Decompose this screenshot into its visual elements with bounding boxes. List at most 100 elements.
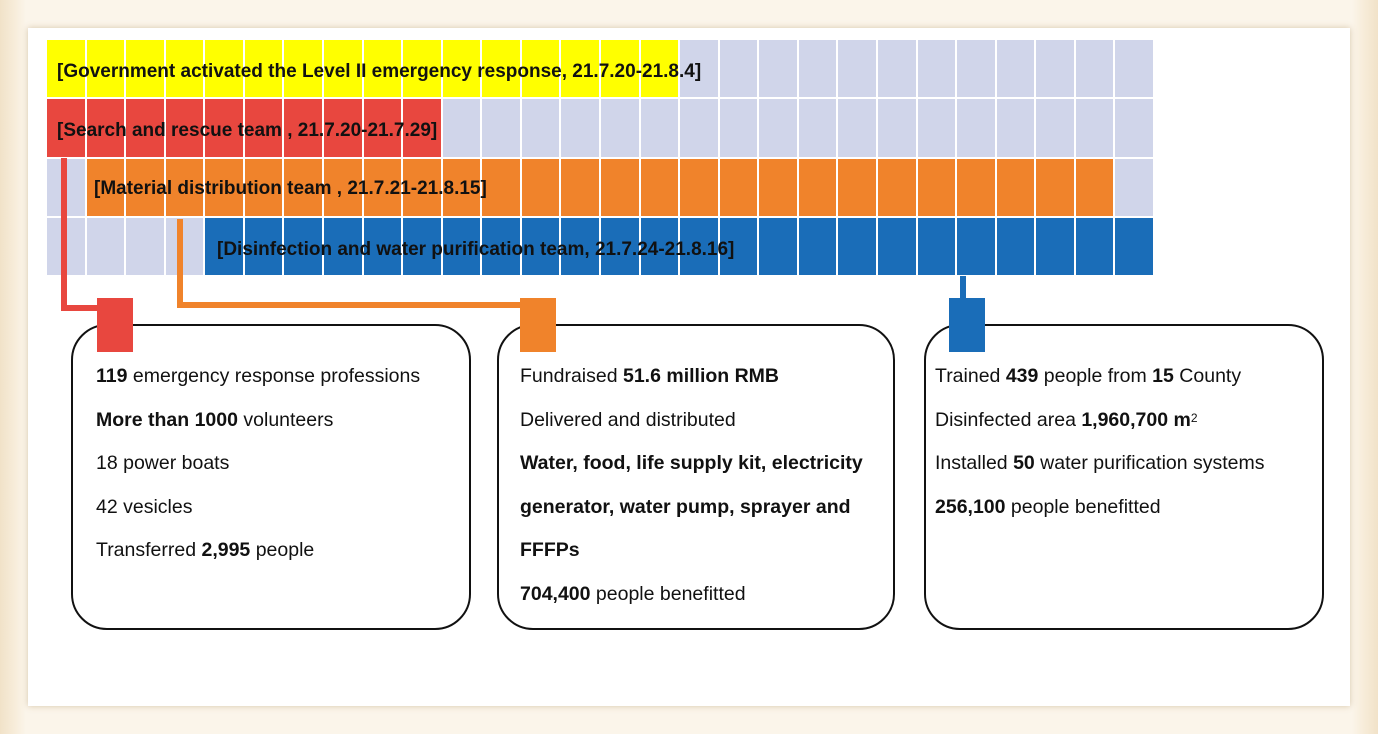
gantt-cell (997, 218, 1036, 277)
card-line-segment: More than 1000 (96, 409, 238, 431)
gantt-cell (443, 99, 482, 159)
gantt-cell (126, 99, 166, 159)
card-line: 18 power boats (96, 452, 229, 474)
gantt-cell (443, 40, 482, 99)
card-line-segment: 15 (1152, 365, 1174, 387)
marker-material-distribution (520, 298, 556, 352)
gantt-cell (403, 218, 443, 277)
card-line-segment: 2 (1190, 411, 1198, 425)
gantt-cell (364, 218, 403, 277)
gantt-cell (166, 159, 205, 218)
card-line: generator, water pump, sprayer and (520, 496, 851, 518)
bar-label-government-response: [Government activated the Level II emerg… (57, 61, 702, 82)
card-line-segment: Fundraised (520, 365, 623, 387)
gantt-cell (47, 99, 87, 159)
gantt-cell (284, 40, 324, 99)
gantt-cell (364, 159, 403, 218)
card-line-segment: 42 vesicles (96, 496, 193, 518)
gantt-cell (759, 218, 799, 277)
card-line-segment: 2,995 (201, 539, 251, 561)
gantt-cell (561, 99, 601, 159)
gantt-cell (482, 40, 522, 99)
card-disinfection (924, 324, 1324, 630)
gantt-cell (1115, 40, 1155, 99)
card-line-segment: water purification systems (1034, 452, 1265, 474)
gantt-cell (245, 99, 284, 159)
gantt-cell (87, 40, 126, 99)
card-line-segment: people benefitted (590, 583, 746, 605)
card-line-segment: County (1173, 365, 1242, 387)
gantt-cell (561, 159, 601, 218)
gantt-cell (1036, 218, 1076, 277)
gantt-cell (1076, 218, 1115, 277)
gantt-cell (799, 99, 838, 159)
card-line-segment: people from (1038, 365, 1153, 387)
marker-search-rescue (97, 298, 133, 352)
gantt-cell (1115, 218, 1155, 277)
gantt-cell (1036, 40, 1076, 99)
gantt-cell (245, 218, 284, 277)
card-material-distribution (497, 324, 895, 630)
gantt-cell (957, 99, 997, 159)
gantt-cell (641, 99, 680, 159)
card-line: 42 vesicles (96, 496, 192, 518)
gantt-cell (561, 40, 601, 99)
gantt-cell (284, 218, 324, 277)
gantt-cell (918, 40, 957, 99)
gantt-cell (641, 159, 680, 218)
card-search-rescue (71, 324, 471, 630)
gantt-cell (918, 99, 957, 159)
gantt-cell (1076, 99, 1115, 159)
gantt-cell (482, 99, 522, 159)
card-line: 119 emergency response professions (96, 365, 420, 387)
gantt-cell (166, 40, 205, 99)
gantt-cell (561, 218, 601, 277)
gantt-cell (205, 218, 245, 277)
gantt-cell (601, 40, 641, 99)
gantt-cell (522, 40, 561, 99)
gantt-cell (1036, 99, 1076, 159)
card-line-segment: Delivered and distributed (520, 409, 736, 431)
gantt-cell (720, 40, 759, 99)
gantt-cell (522, 159, 561, 218)
card-line-segment: 439 (1005, 365, 1039, 387)
gantt-cell (166, 99, 205, 159)
gantt-cell (680, 218, 720, 277)
gantt-cell (1115, 159, 1155, 218)
card-line-segment: emergency response professions (127, 365, 421, 387)
gantt-cell (284, 159, 324, 218)
bar-label-search-rescue: [Search and rescue team , 21.7.20-21.7.2… (57, 120, 438, 141)
gantt-cell (87, 159, 126, 218)
gantt-cell (601, 218, 641, 277)
gantt-cell (87, 99, 126, 159)
gantt-cell (799, 218, 838, 277)
gantt-cell (918, 159, 957, 218)
gantt-cell (166, 218, 205, 277)
gantt-cell (205, 40, 245, 99)
gantt-cell (799, 40, 838, 99)
gantt-cell (482, 159, 522, 218)
gantt-cell (1036, 159, 1076, 218)
gantt-cell (680, 159, 720, 218)
gantt-cell (1076, 159, 1115, 218)
card-line-segment: 1,960,700 m (1081, 409, 1191, 431)
gantt-cell (47, 159, 87, 218)
gantt-cell (522, 218, 561, 277)
gantt-cell (126, 40, 166, 99)
gantt-cell (324, 218, 364, 277)
gantt-cell (997, 40, 1036, 99)
gantt-cell (364, 99, 403, 159)
gantt-cell (47, 40, 87, 99)
card-line-segment: Transferred (96, 539, 202, 561)
gantt-cell (205, 159, 245, 218)
card-line-segment: 51.6 million RMB (622, 365, 780, 387)
gantt-cell (443, 159, 482, 218)
gantt-cell (522, 99, 561, 159)
card-line-segment: 256,100 (935, 496, 1006, 518)
card-line: FFFPs (520, 539, 580, 561)
card-line: Trained 439 people from 15 County (935, 365, 1241, 387)
card-line-segment: people (250, 539, 315, 561)
gantt-cell (403, 40, 443, 99)
gantt-cell (918, 218, 957, 277)
card-line-segment: 119 (96, 365, 128, 387)
